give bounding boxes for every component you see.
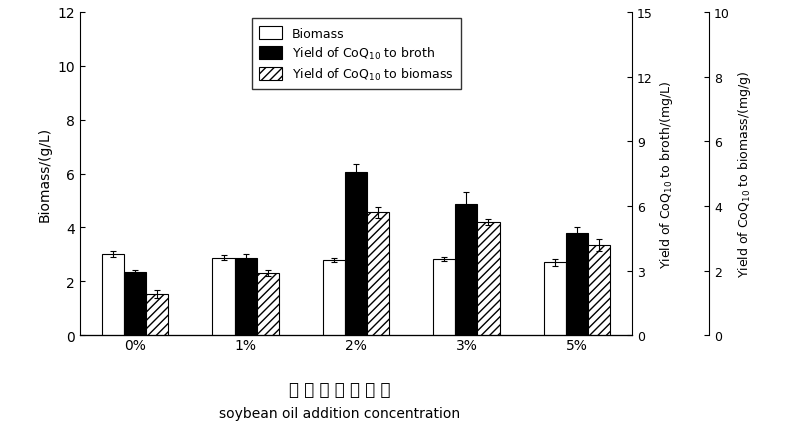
Text: soybean oil addition concentration: soybean oil addition concentration — [219, 406, 461, 420]
Bar — [102, 254, 124, 335]
Bar — [455, 204, 478, 335]
Bar — [146, 294, 168, 335]
Bar — [213, 258, 234, 335]
Bar — [478, 223, 499, 335]
Bar — [124, 273, 146, 335]
Y-axis label: Yield of CoQ$_{10}$ to biomass/(mg/g): Yield of CoQ$_{10}$ to biomass/(mg/g) — [735, 71, 753, 278]
Bar — [345, 172, 367, 335]
Bar — [588, 246, 610, 335]
Legend: Biomass, Yield of CoQ$_{10}$ to broth, Yield of CoQ$_{10}$ to biomass: Biomass, Yield of CoQ$_{10}$ to broth, Y… — [252, 19, 462, 90]
Bar — [544, 263, 566, 335]
Bar — [323, 261, 345, 335]
Bar — [566, 233, 588, 335]
Y-axis label: Yield of CoQ$_{10}$ to broth/(mg/L): Yield of CoQ$_{10}$ to broth/(mg/L) — [658, 80, 675, 268]
Bar — [257, 273, 278, 335]
Y-axis label: Biomass/(g/L): Biomass/(g/L) — [38, 127, 52, 221]
Bar — [367, 213, 389, 335]
Text: 大 豆 油 添 加 浓 度: 大 豆 油 添 加 浓 度 — [290, 381, 390, 399]
Bar — [234, 258, 257, 335]
Bar — [434, 259, 455, 335]
